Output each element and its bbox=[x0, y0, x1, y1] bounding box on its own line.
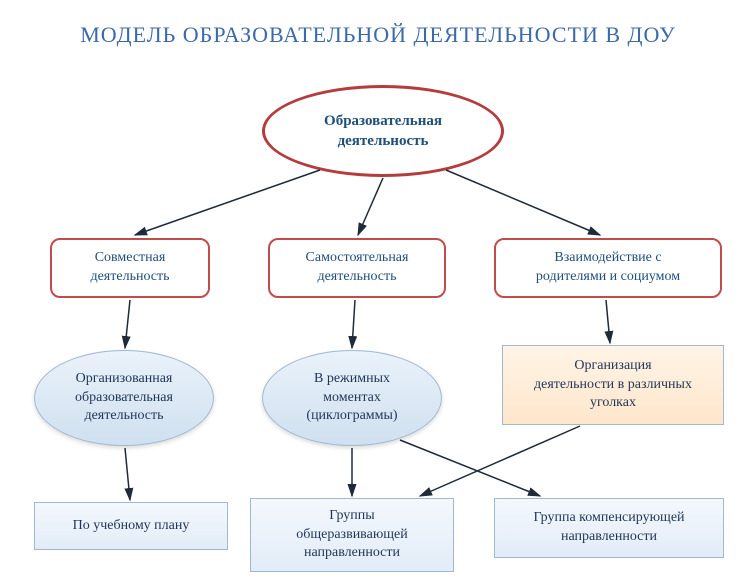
node-b1-label: Совместнаядеятельность bbox=[90, 249, 169, 287]
node-root: Образовательнаядеятельность bbox=[262, 85, 504, 177]
node-general-groups: Группыобщеразвивающейнаправленности bbox=[250, 498, 454, 572]
node-joint-activity: Совместнаядеятельность bbox=[50, 238, 210, 298]
node-b3-label: Взаимодействие сродителями и социумом bbox=[536, 249, 680, 287]
node-organized-edu: Организованнаяобразовательнаядеятельност… bbox=[34, 350, 214, 446]
node-root-label: Образовательнаядеятельность bbox=[324, 111, 442, 152]
node-curriculum: По учебному плану bbox=[34, 502, 228, 550]
node-routine-moments: В режимныхмоментах(циклограммы) bbox=[262, 350, 442, 446]
node-r6-label: Группа компенсирующейнаправленности bbox=[533, 509, 684, 547]
node-r3-label: Организациядеятельности в различныхуголк… bbox=[534, 357, 692, 414]
diagram-title: МОДЕЛЬ ОБРАЗОВАТЕЛЬНОЙ ДЕЯТЕЛЬНОСТИ В ДО… bbox=[0, 22, 756, 48]
node-corners-organization: Организациядеятельности в различныхуголк… bbox=[502, 345, 724, 425]
node-e1-label: Организованнаяобразовательнаядеятельност… bbox=[75, 370, 173, 427]
node-parents-interaction: Взаимодействие сродителями и социумом bbox=[494, 238, 722, 298]
node-r5-label: Группыобщеразвивающейнаправленности bbox=[296, 507, 408, 564]
node-b2-label: Самостоятельнаядеятельность bbox=[306, 249, 409, 287]
node-compensating-group: Группа компенсирующейнаправленности bbox=[494, 498, 724, 558]
node-independent-activity: Самостоятельнаядеятельность bbox=[268, 238, 446, 298]
node-r4-label: По учебному плану bbox=[73, 517, 190, 536]
node-e2-label: В режимныхмоментах(циклограммы) bbox=[306, 370, 397, 427]
